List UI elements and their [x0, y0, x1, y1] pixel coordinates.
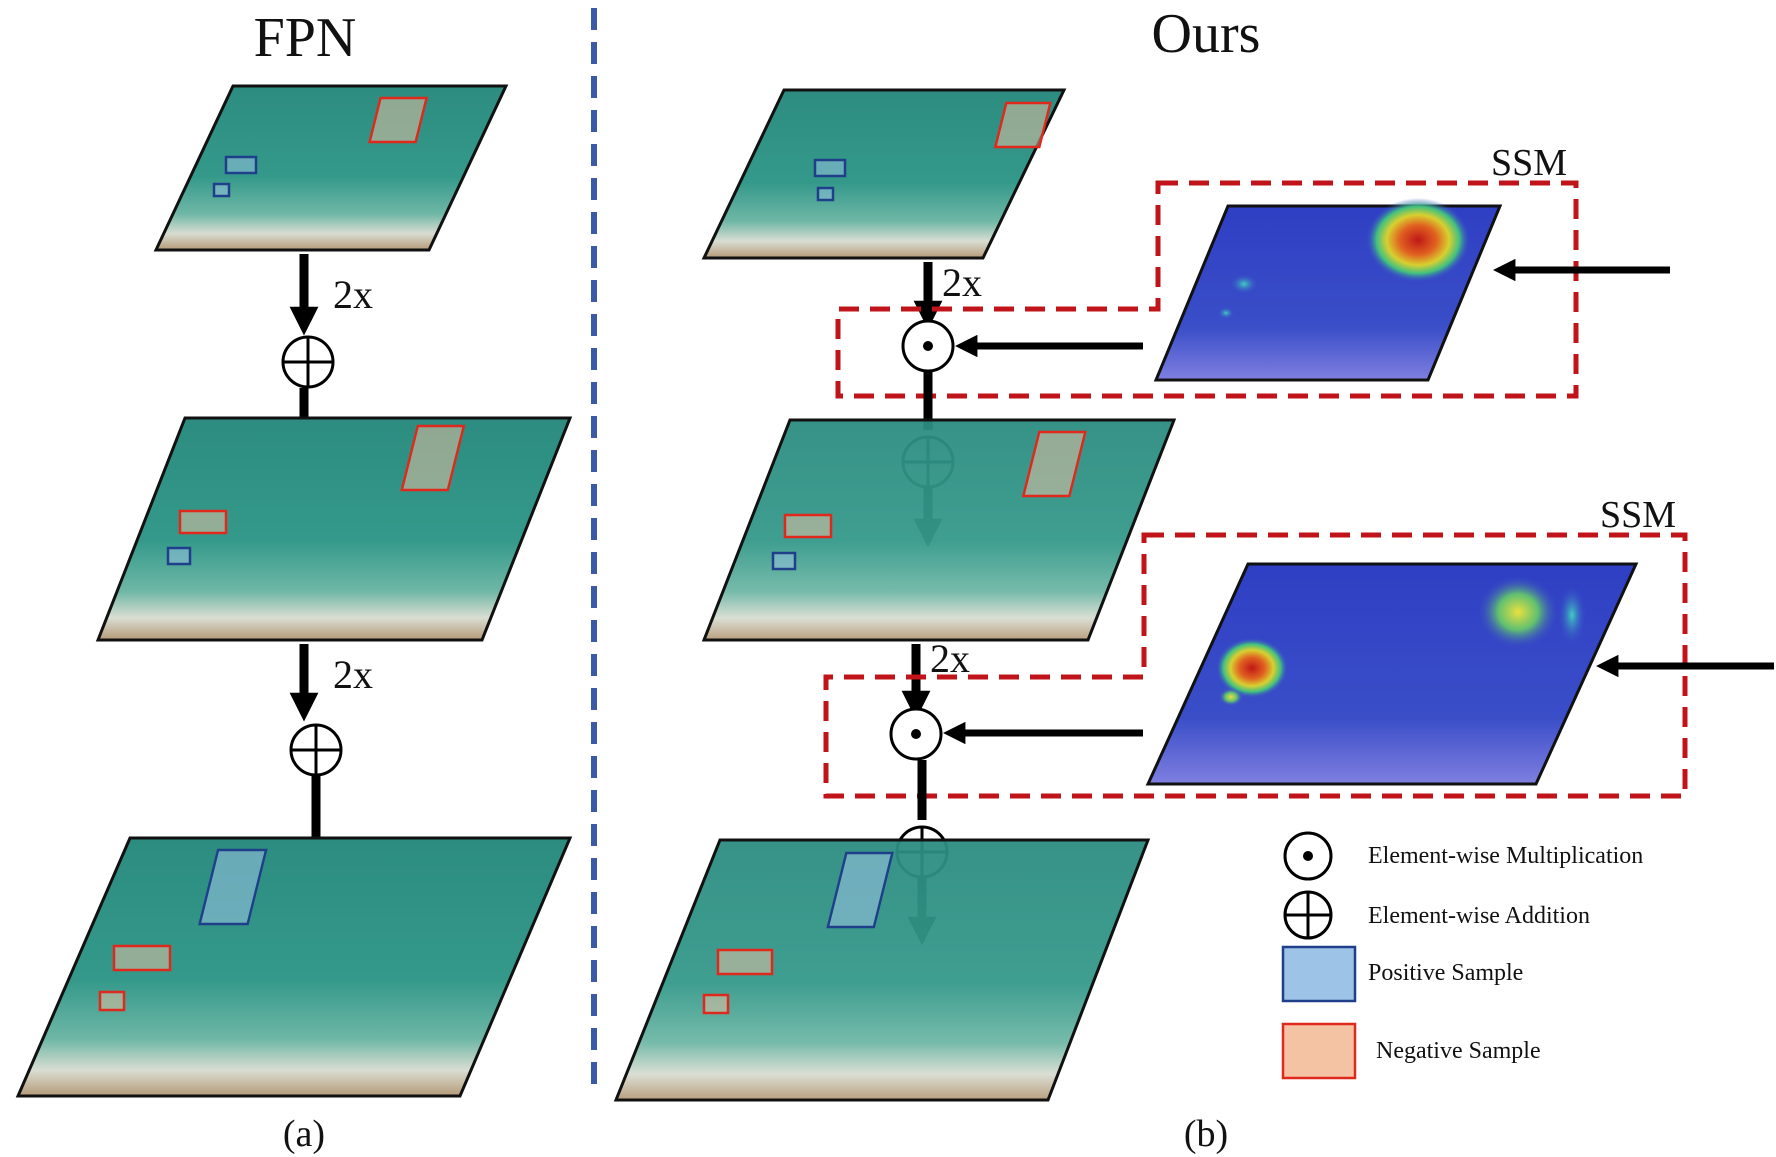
ours-feature-map-1	[701, 88, 1067, 260]
fpn-addition-node-2	[289, 723, 343, 777]
fpn-upsample-label-2: 2x	[333, 652, 373, 697]
positive-sample-box	[198, 848, 268, 926]
negative-sample-box	[98, 990, 126, 1012]
negative-sample-box	[178, 509, 228, 535]
legend-multiplication-label: Element-wise Multiplication	[1368, 843, 1643, 869]
negative-sample-box	[368, 96, 429, 144]
fpn-addition-node-1	[281, 335, 335, 389]
positive-swatch	[1281, 945, 1357, 1003]
negative-sample-box	[783, 513, 833, 539]
legend: Element-wise Multiplication Element-wise…	[1281, 831, 1643, 1080]
positive-sample-box	[813, 158, 847, 178]
positive-sample-box	[771, 551, 797, 571]
negative-sample-box	[400, 424, 466, 492]
fpn-feature-map-2	[95, 416, 573, 642]
legend-addition-label: Element-wise Addition	[1368, 903, 1590, 929]
legend-positive-label: Positive Sample	[1368, 960, 1523, 986]
negative-sample-box	[112, 944, 172, 972]
ours-caption: (b)	[1184, 1113, 1228, 1155]
positive-sample-box	[826, 851, 894, 929]
legend-negative: Negative Sample	[1281, 1022, 1541, 1080]
legend-negative-label: Negative Sample	[1376, 1038, 1541, 1064]
ours-feature-map-3	[613, 838, 1151, 1102]
ssm-module-box-2	[823, 532, 1688, 799]
ssm-label-1: SSM	[1491, 142, 1567, 184]
ours-multiplication-node-2	[889, 707, 943, 761]
legend-addition: Element-wise Addition	[1283, 890, 1590, 940]
positive-sample-box	[816, 186, 835, 202]
ours-multiplication-node-1	[901, 319, 955, 373]
negative-swatch	[1281, 1022, 1357, 1080]
fpn-caption: (a)	[283, 1113, 325, 1155]
negative-sample-box	[993, 101, 1052, 149]
ours-feature-map-2	[701, 418, 1177, 642]
fpn-title: FPN	[254, 7, 357, 69]
ours-upsample-label-2: 2x	[930, 636, 970, 681]
positive-sample-box	[224, 155, 258, 175]
negative-sample-box	[716, 948, 774, 976]
ours-upsample-label-1: 2x	[942, 260, 982, 305]
fpn-upsample-label-1: 2x	[333, 272, 373, 317]
fpn-feature-map-1	[153, 84, 509, 252]
fpn-feature-map-3	[15, 836, 573, 1098]
ssm-heatmap-2	[1145, 562, 1639, 786]
legend-multiplication: Element-wise Multiplication	[1283, 831, 1643, 881]
ssm-module-box-1	[835, 180, 1579, 399]
positive-sample-box	[166, 546, 192, 566]
legend-positive: Positive Sample	[1281, 945, 1523, 1003]
negative-sample-box	[1021, 430, 1087, 498]
ssm-label-2: SSM	[1600, 494, 1676, 536]
negative-sample-box	[702, 993, 730, 1015]
positive-sample-box	[212, 182, 231, 198]
ours-title: Ours	[1152, 3, 1261, 65]
ssm-heatmap-1	[1153, 198, 1503, 382]
